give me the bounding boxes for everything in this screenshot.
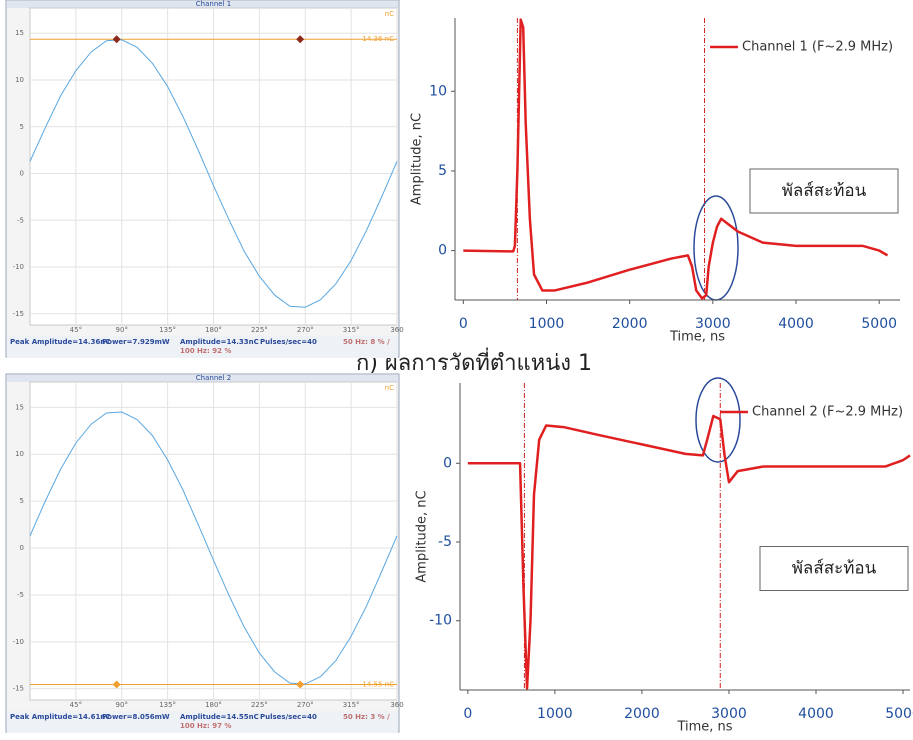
unit-label: nC	[385, 384, 394, 392]
x-tick-label: 225°	[251, 701, 268, 709]
status-text: Power=8.056mW	[102, 713, 170, 721]
y-tick-label: -10	[429, 613, 452, 629]
highlight-ellipse	[695, 377, 741, 463]
x-tick-label: 5000	[861, 316, 897, 332]
data-line	[467, 414, 911, 690]
marker	[112, 680, 121, 689]
unit-label: nC	[385, 10, 394, 18]
y-tick-label: 0	[20, 544, 24, 552]
x-axis-label: Time, ns	[669, 330, 725, 345]
status-text: Amplitude=14.55nC	[180, 713, 259, 721]
threshold-label: -14.55 nC	[360, 681, 394, 689]
legend-label: Channel 1 (F~2.9 MHz)	[742, 40, 893, 55]
annotation-box	[749, 168, 899, 214]
x-tick-label: 5000	[885, 706, 913, 722]
status-text: Peak Amplitude=14.36nC	[10, 338, 110, 346]
x-tick-label: 315°	[343, 701, 360, 709]
y-tick-label: -5	[17, 216, 24, 224]
x-tick-label: 90°	[116, 701, 128, 709]
y-tick-label: 5	[438, 163, 447, 179]
x-tick-label: 90°	[116, 326, 128, 334]
status-text: Peak Amplitude=14.61nC	[10, 713, 110, 721]
status-text: Pulses/sec=40	[260, 338, 317, 346]
x-tick-label: 180°	[205, 701, 222, 709]
y-tick-label: 0	[443, 455, 452, 471]
y-tick-label: -15	[13, 685, 24, 693]
x-tick-label: 0	[463, 706, 472, 722]
x-tick-label: 225°	[251, 326, 268, 334]
x-tick-label: 135°	[159, 326, 176, 334]
data-line	[463, 18, 889, 300]
x-tick-label: 2000	[612, 316, 648, 332]
legend-label: Channel 2 (F~2.9 MHz)	[752, 405, 903, 420]
x-tick-label: 1000	[529, 316, 565, 332]
status-text: 100 Hz: 97 %	[180, 722, 231, 730]
y-axis-label: Amplitude, nC	[415, 490, 430, 582]
y-tick-label: -10	[13, 638, 24, 646]
status-bar	[7, 336, 398, 358]
y-tick-label: 0	[20, 170, 24, 178]
y-tick-label: 0	[438, 243, 447, 259]
annotation-text: พัลส์สะท้อน	[782, 181, 867, 201]
x-tick-label: 0	[459, 316, 468, 332]
x-tick-label: 180°	[205, 326, 222, 334]
status-text: Pulses/sec=40	[260, 713, 317, 721]
y-tick-label: 15	[15, 29, 24, 37]
marker	[296, 680, 305, 689]
x-tick-label: 45°	[70, 701, 82, 709]
y-axis-label: Amplitude, nC	[410, 113, 425, 205]
x-tick-label: 270°	[297, 326, 314, 334]
status-text: Power=7.929mW	[102, 338, 170, 346]
annotation-box	[759, 546, 909, 591]
title-bar	[7, 1, 398, 8]
y-tick-label: 10	[15, 450, 24, 458]
y-tick-label: -15	[13, 310, 24, 318]
x-tick-label: 360	[390, 326, 403, 334]
threshold-label: 14.36 nC	[362, 35, 394, 43]
y-tick-label: 10	[429, 83, 447, 99]
x-axis-label: Time, ns	[676, 720, 732, 735]
y-tick-label: 10	[15, 76, 24, 84]
x-tick-label: 4000	[778, 316, 814, 332]
y-tick-label: 15	[15, 403, 24, 411]
x-tick-label: 4000	[798, 706, 834, 722]
status-text: 100 Hz: 92 %	[180, 347, 231, 355]
status-text: Amplitude=14.33nC	[180, 338, 259, 346]
x-tick-label: 135°	[159, 701, 176, 709]
x-tick-label: 315°	[343, 326, 360, 334]
x-tick-label: 270°	[297, 701, 314, 709]
status-text: 50 Hz: 3 % /	[343, 713, 390, 721]
y-tick-label: 5	[20, 123, 24, 131]
y-tick-label: -10	[13, 263, 24, 271]
status-bar	[7, 711, 398, 733]
marker	[296, 35, 305, 44]
sine-line	[29, 411, 398, 685]
sine-line	[29, 39, 398, 308]
x-tick-label: 360	[390, 701, 403, 709]
x-tick-label: 2000	[624, 706, 660, 722]
x-tick-label: 3000	[711, 706, 747, 722]
x-tick-label: 1000	[537, 706, 573, 722]
marker	[112, 35, 121, 44]
x-tick-label: 45°	[70, 326, 82, 334]
x-tick-label: 3000	[695, 316, 731, 332]
title-bar	[7, 375, 398, 382]
chart-title: Channel 2	[196, 374, 231, 382]
annotation-text: พัลส์สะท้อน	[792, 559, 877, 579]
chart-title: Channel 1	[196, 0, 231, 8]
y-tick-label: -5	[438, 534, 452, 550]
status-text: 50 Hz: 8 % /	[343, 338, 390, 346]
y-tick-label: 5	[20, 497, 24, 505]
y-tick-label: -5	[17, 591, 24, 599]
